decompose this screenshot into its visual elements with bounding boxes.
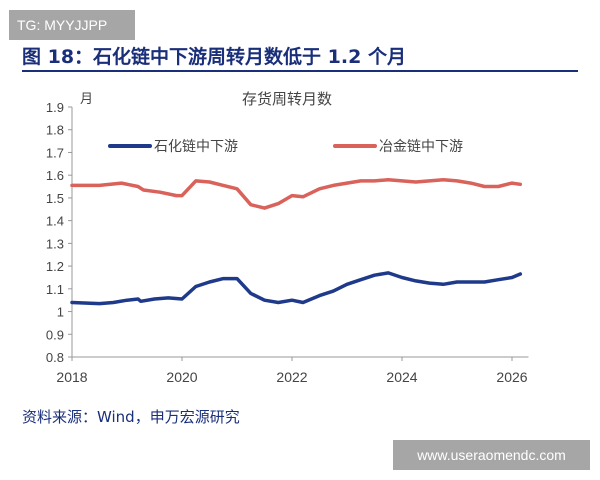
source-note: 资料来源：Wind，申万宏源研究 <box>22 408 240 426</box>
y-tick-label: 1.9 <box>46 100 64 115</box>
y-tick-label: 1.6 <box>46 168 64 183</box>
x-tick-label: 2020 <box>166 369 197 385</box>
watermark-bottom: www.useraomendc.com <box>393 440 590 470</box>
y-axis-unit: 月 <box>80 91 93 106</box>
y-tick-label: 1.3 <box>46 236 64 251</box>
title-divider <box>22 70 578 72</box>
y-tick-label: 1.4 <box>46 214 64 229</box>
legend-label: 石化链中下游 <box>154 138 238 154</box>
y-tick-label: 1.5 <box>46 191 64 206</box>
x-tick-label: 2024 <box>386 369 417 385</box>
y-tick-label: 1.1 <box>46 282 64 297</box>
y-tick-label: 0.8 <box>46 350 64 365</box>
line-chart: 存货周转月数 月 1.9 1.8 1.7 1.6 1.5 1.4 1.3 1.2 1.1 1 0.9… <box>46 91 529 385</box>
series-line-1 <box>70 177 523 210</box>
y-tick-label: 1.7 <box>46 145 64 160</box>
y-tick-label: 1 <box>57 305 64 320</box>
y-tick-label: 0.9 <box>46 327 64 342</box>
legend-label: 冶金链中下游 <box>379 138 463 154</box>
x-tick-label: 2022 <box>276 369 307 385</box>
watermark-top: TG: MYYJJPP <box>9 10 135 40</box>
x-tick-label: 2026 <box>496 369 527 385</box>
series-line-0 <box>70 271 523 306</box>
chart-title: 存货周转月数 <box>242 91 332 108</box>
figure-title: 图 18：石化链中下游周转月数低于 1.2 个月 <box>22 46 406 68</box>
y-tick-label: 1.8 <box>46 123 64 138</box>
x-tick-label: 2018 <box>56 369 87 385</box>
y-tick-label: 1.2 <box>46 259 64 274</box>
